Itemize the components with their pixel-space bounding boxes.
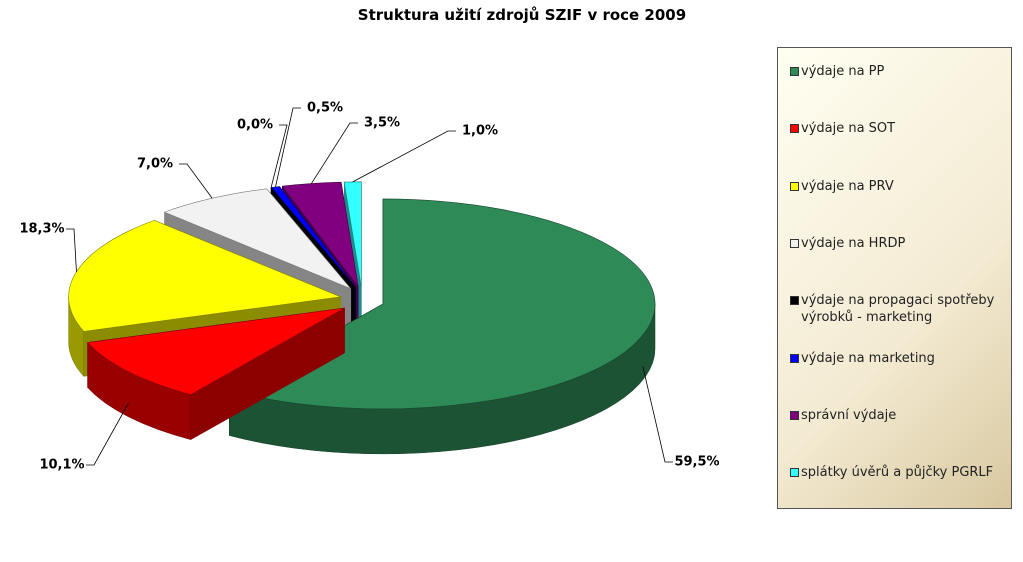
- value-label: 0,5%: [307, 101, 343, 116]
- leader-line: [86, 403, 129, 466]
- leader-line: [275, 107, 301, 188]
- legend-label: výdaje na PP: [801, 64, 885, 79]
- legend-swatch: [790, 181, 799, 191]
- legend-swatch: [790, 296, 799, 306]
- leader-line: [270, 124, 288, 188]
- slice-top: [281, 181, 359, 288]
- legend-item: výdaje na PP: [790, 63, 1005, 80]
- legend-item: výdaje na marketing: [790, 350, 1005, 367]
- slice-top: [68, 220, 342, 332]
- value-label: 7,0%: [137, 157, 173, 172]
- legend-item: výdaje na HRDP: [790, 235, 1005, 252]
- value-label: 18,3%: [19, 222, 64, 237]
- slice-top: [163, 188, 352, 289]
- legend-item: výdaje na propagaci spotřeby výrobků - m…: [790, 292, 1005, 326]
- leader-line: [642, 366, 673, 463]
- legend-label: výdaje na propagaci spotřeby výrobků - m…: [801, 293, 995, 326]
- legend-swatch: [790, 238, 799, 248]
- slice-top: [343, 181, 362, 287]
- legend-label: výdaje na HRDP: [801, 235, 906, 251]
- value-label: 0,0%: [237, 118, 273, 133]
- legend-item: správní výdaje: [790, 407, 1005, 424]
- legend-label: výdaje na marketing: [801, 350, 935, 366]
- chart-title: Struktura užití zdrojů SZIF v roce 2009: [358, 6, 686, 24]
- legend-label: správní výdaje: [801, 407, 897, 423]
- value-label: 59,5%: [674, 455, 719, 470]
- slice-top: [87, 307, 345, 395]
- legend-item: splátky úvěrů a půjčky PGRLF: [790, 464, 1005, 481]
- legend-label: splátky úvěrů a půjčky PGRLF: [801, 465, 994, 481]
- legend-label: výdaje na SOT: [801, 121, 896, 137]
- leader-line: [311, 122, 358, 184]
- legend-item: výdaje na SOT: [790, 120, 1005, 137]
- leader-line: [66, 228, 77, 272]
- leader-line: [352, 130, 456, 183]
- legend: výdaje na PP výdaje na SOT výdaje na PRV vý…: [777, 47, 1012, 509]
- legend-swatch: [790, 410, 799, 420]
- legend-item: výdaje na PRV: [790, 178, 1005, 195]
- value-label: 3,5%: [364, 116, 400, 131]
- legend-swatch: [790, 67, 799, 76]
- legend-swatch: [790, 353, 799, 363]
- slice-top: [270, 187, 356, 288]
- value-label: 10,1%: [39, 458, 84, 473]
- slice: [87, 307, 345, 441]
- legend-swatch: [790, 468, 799, 478]
- leader-line: [179, 163, 213, 199]
- legend-label: výdaje na PRV: [801, 178, 894, 194]
- value-label: 1,0%: [462, 124, 498, 139]
- legend-swatch: [790, 124, 799, 134]
